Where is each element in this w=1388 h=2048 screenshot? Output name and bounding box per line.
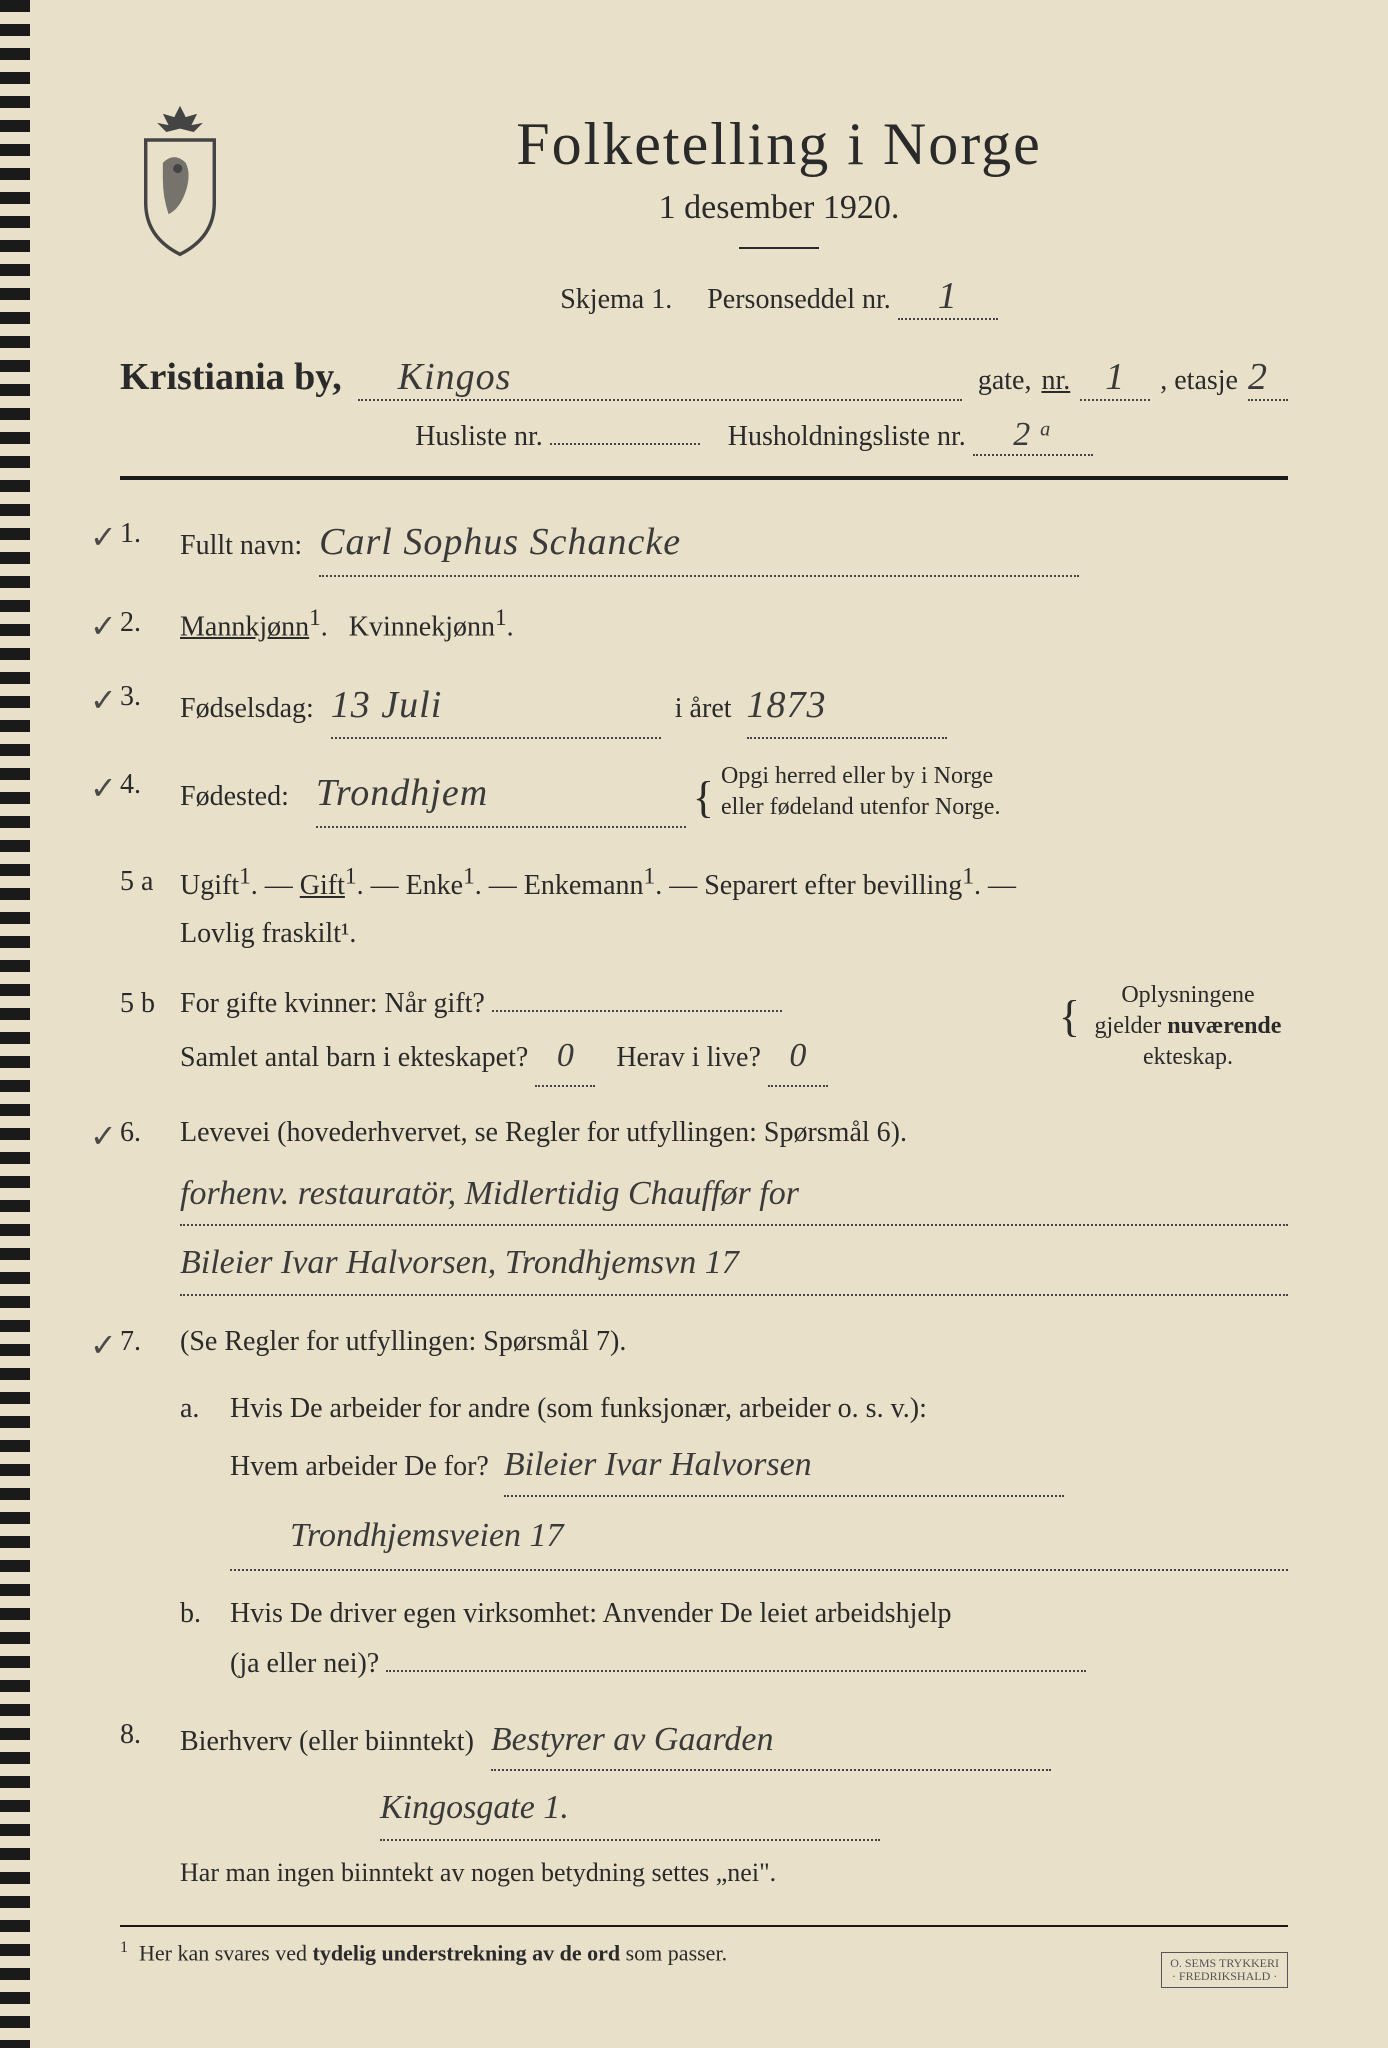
- city-name: Kristiania by,: [120, 355, 342, 399]
- q8-val1: Bestyrer av Gaarden: [491, 1721, 774, 1758]
- q5b-note: Oplysningene gjelder nuværende ekteskap.: [1088, 980, 1288, 1074]
- skjema-line: Skjema 1. Personseddel nr. 1: [270, 274, 1288, 320]
- printer-stamp: O. SEMS TRYKKERI· FREDRIKSHALD ·: [1161, 1952, 1288, 1988]
- q7a-val1: Bileier Ivar Halvorsen: [504, 1446, 812, 1483]
- check-icon: ✓: [90, 599, 117, 653]
- q8-val2: Kingosgate 1.: [380, 1789, 569, 1826]
- q6-line2: Bileier Ivar Halvorsen, Trondhjemsvn 17: [180, 1244, 739, 1281]
- gate-nr: 1: [1105, 356, 1125, 398]
- gate-label: gate,: [978, 365, 1032, 397]
- q7a-letter: a.: [180, 1384, 199, 1434]
- q8-note: Har man ingen biinntekt av nogen betydni…: [180, 1851, 1288, 1895]
- q3: ✓ 3. Fødselsdag: 13 Juli i året 1873: [120, 673, 1288, 740]
- husliste-line: Husliste nr. Husholdningsliste nr. 2 ᵃ: [220, 416, 1288, 456]
- q5b-note3: ekteskap.: [1143, 1044, 1233, 1070]
- skjema-label: Skjema 1.: [560, 284, 672, 315]
- etasje-nr: 2: [1248, 356, 1268, 398]
- q5a-text2: Lovlig fraskilt¹.: [180, 918, 356, 949]
- q5b: 5 b For gifte kvinner: Når gift? Samlet …: [120, 980, 1288, 1087]
- nr-label: nr.: [1041, 365, 1070, 397]
- husholdning-label: Husholdningsliste nr.: [728, 421, 966, 452]
- check-icon: ✓: [90, 1109, 117, 1163]
- footnote-text: Her kan svares ved tydelig understreknin…: [139, 1940, 727, 1965]
- q7a-label: Hvis De arbeider for andre (som funksjon…: [230, 1393, 927, 1424]
- husholdning-nr: 2 ᵃ: [1013, 416, 1052, 453]
- q4-note2: eller fødeland utenfor Norge.: [721, 794, 1000, 820]
- main-title: Folketelling i Norge: [270, 110, 1288, 179]
- husliste-label: Husliste nr.: [415, 421, 543, 452]
- q2-num: 2.: [120, 599, 170, 647]
- census-form-page: Folketelling i Norge 1 desember 1920. Sk…: [0, 0, 1388, 2048]
- header: Folketelling i Norge 1 desember 1920. Sk…: [120, 80, 1288, 345]
- q2-kvinne: Kvinnekjønn: [349, 611, 495, 642]
- q5b-barn-label: Samlet antal barn i ekteskapet?: [180, 1042, 528, 1073]
- q5a: 5 a Ugift1. — Gift1. — Enke1. — Enkemann…: [120, 858, 1288, 958]
- footnote-rule: [120, 1925, 1288, 1927]
- personseddel-label: Personseddel nr.: [707, 284, 891, 315]
- etasje-label: , etasje: [1160, 365, 1238, 397]
- q7-num: 7.: [120, 1318, 170, 1366]
- q5b-label: For gifte kvinner: Når gift?: [180, 988, 485, 1019]
- q1-label: Fullt navn:: [180, 530, 302, 561]
- thick-rule: [120, 476, 1288, 480]
- q6-num: 6.: [120, 1109, 170, 1157]
- q2-mann: Mannkjønn: [180, 611, 309, 642]
- q5b-live: 0: [789, 1037, 806, 1074]
- q7b-letter: b.: [180, 1589, 201, 1639]
- q5a-text: Ugift1. — Gift1. — Enke1. — Enkemann1. —…: [180, 870, 1016, 901]
- q1: ✓ 1. Fullt navn: Carl Sophus Schancke: [120, 510, 1288, 577]
- q4-label: Fødested:: [180, 781, 289, 812]
- q3-day: 13 Juli: [331, 684, 442, 726]
- q3-label: Fødselsdag:: [180, 693, 314, 724]
- q7a: a. Hvis De arbeider for andre (som funks…: [120, 1384, 1288, 1571]
- q7a-q: Hvem arbeider De for?: [230, 1451, 489, 1482]
- coat-of-arms-icon: [120, 100, 240, 260]
- footnote: 1 Her kan svares ved tydelig understrekn…: [120, 1939, 1288, 1966]
- divider: [739, 247, 819, 249]
- q4: ✓ 4. Fødested: Trondhjem { Opgi herred e…: [120, 761, 1288, 836]
- q7a-val2: Trondhjemsveien 17: [290, 1517, 564, 1554]
- q1-value: Carl Sophus Schancke: [319, 521, 681, 563]
- q3-year: 1873: [747, 684, 827, 726]
- date-subtitle: 1 desember 1920.: [270, 189, 1288, 227]
- q4-note1: Opgi herred eller by i Norge: [721, 763, 993, 789]
- q4-note: Opgi herred eller by i Norge eller fødel…: [721, 761, 1000, 823]
- q5b-note2: gjelder nuværende: [1095, 1013, 1282, 1039]
- q5b-num: 5 b: [120, 980, 170, 1028]
- brace-icon: {: [1059, 980, 1080, 1055]
- q5a-num: 5 a: [120, 858, 170, 906]
- check-icon: ✓: [90, 673, 117, 727]
- q2: ✓ 2. Mannkjønn1. Kvinnekjønn1.: [120, 599, 1288, 651]
- check-icon: ✓: [90, 510, 117, 564]
- check-icon: ✓: [90, 1318, 117, 1372]
- q8-num: 8.: [120, 1711, 170, 1759]
- title-block: Folketelling i Norge 1 desember 1920. Sk…: [270, 80, 1288, 345]
- personseddel-nr: 1: [938, 275, 958, 317]
- q7b: b. Hvis De driver egen virksomhet: Anven…: [120, 1589, 1288, 1690]
- q7-label: (Se Regler for utfyllingen: Spørsmål 7).: [180, 1326, 626, 1357]
- q3-year-label: i året: [675, 693, 732, 724]
- q7b-label: Hvis De driver egen virksomhet: Anvender…: [230, 1598, 952, 1629]
- q8: 8. Bierhverv (eller biinntekt) Bestyrer …: [120, 1711, 1288, 1895]
- q7b-q: (ja eller nei)?: [230, 1648, 379, 1679]
- street-name: Kingos: [398, 356, 512, 398]
- check-icon: ✓: [90, 761, 117, 815]
- q4-num: 4.: [120, 761, 170, 809]
- q3-num: 3.: [120, 673, 170, 721]
- q6: ✓ 6. Levevei (hovederhvervet, se Regler …: [120, 1109, 1288, 1296]
- brace-icon: {: [693, 773, 714, 822]
- q4-value: Trondhjem: [316, 772, 488, 814]
- q5b-barn: 0: [557, 1037, 574, 1074]
- city-line: Kristiania by, Kingos gate, nr. 1 , etas…: [120, 355, 1288, 401]
- q5b-note1: Oplysningene: [1121, 982, 1254, 1008]
- q5b-live-label: Herav i live?: [616, 1042, 761, 1073]
- q6-label: Levevei (hovederhvervet, se Regler for u…: [180, 1117, 907, 1148]
- q7: ✓ 7. (Se Regler for utfyllingen: Spørsmå…: [120, 1318, 1288, 1366]
- q6-line1: forhenv. restauratör, Midlertidig Chauff…: [180, 1175, 799, 1212]
- q8-label: Bierhverv (eller biinntekt): [180, 1726, 474, 1757]
- q1-num: 1.: [120, 510, 170, 558]
